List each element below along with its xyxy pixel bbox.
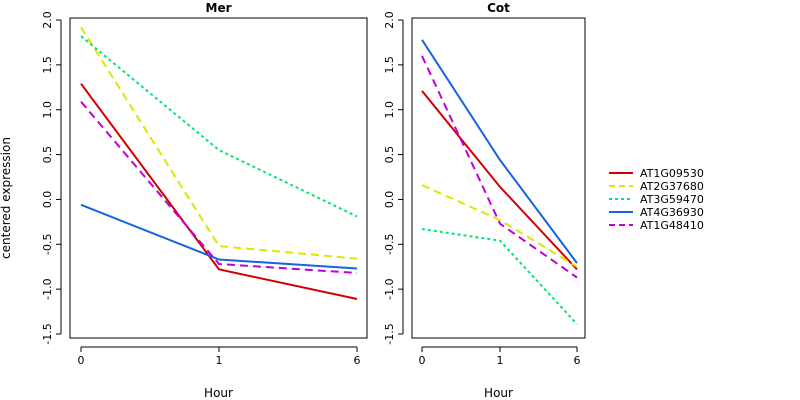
panel-cot: Cot -1.5 -1.0 -0.5 0.0 0.5 1.0 1.5 2.0 0 1 6 Hour: [383, 1, 586, 400]
series-line-at3g59470: [80, 35, 358, 218]
y-tick-label: -1.5: [41, 323, 54, 344]
legend: AT1G09530AT2G37680AT3G59470AT4G36930AT1G…: [609, 167, 704, 232]
y-tick-label: 1.5: [41, 56, 54, 74]
x-tick-label: 1: [216, 354, 223, 367]
y-tick-label: 2.0: [41, 11, 54, 29]
plot-frame: [411, 17, 586, 339]
plot-frame: [69, 17, 368, 339]
x-tick-label: 0: [78, 354, 85, 367]
series-line-at1g48410: [80, 101, 358, 274]
y-tick-label: -0.5: [383, 234, 396, 255]
legend-label: AT1G48410: [640, 219, 704, 232]
y-tick-label: -1.0: [383, 278, 396, 299]
legend-label: AT1G09530: [640, 167, 704, 180]
y-tick-label: 1.0: [41, 101, 54, 119]
series-line-at2g37680: [80, 26, 358, 260]
x-tick-label: 1: [497, 354, 504, 367]
series-line-at3g59470: [421, 228, 578, 325]
panel-title: Cot: [487, 1, 510, 15]
legend-label: AT3G59470: [640, 193, 704, 206]
x-axis-label: Hour: [484, 386, 513, 400]
y-tick-label: 0.5: [41, 146, 54, 164]
y-tick-label: 1.5: [383, 56, 396, 74]
x-tick-label: 0: [419, 354, 426, 367]
y-tick-label: 0.5: [383, 146, 396, 164]
y-tick-label: 0.0: [383, 191, 396, 209]
y-axis-label: centered expression: [0, 137, 13, 259]
x-axis-label: Hour: [204, 386, 233, 400]
y-tick-label: 2.0: [383, 11, 396, 29]
series-line-at2g37680: [421, 184, 578, 268]
y-tick-label: -1.5: [383, 323, 396, 344]
x-tick-label: 6: [574, 354, 581, 367]
series-line-at1g09530: [421, 90, 578, 271]
y-tick-label: -0.5: [41, 234, 54, 255]
legend-label: AT4G36930: [640, 206, 704, 219]
y-tick-label: 0.0: [41, 191, 54, 209]
panel-mer: Mer -1.5 -1.0 -0.5 0.0 0.5 1.0 1.5 2.0 0 1 6 Hour: [41, 1, 368, 400]
panel-title: Mer: [206, 1, 232, 15]
series-line-at1g09530: [80, 83, 358, 300]
y-tick-label: 1.0: [383, 101, 396, 119]
x-tick-label: 6: [354, 354, 361, 367]
y-tick-label: -1.0: [41, 278, 54, 299]
series-line-at1g48410: [421, 55, 578, 279]
series-line-at4g36930: [80, 203, 358, 270]
legend-label: AT2G37680: [640, 180, 704, 193]
series-line-at4g36930: [421, 39, 578, 264]
